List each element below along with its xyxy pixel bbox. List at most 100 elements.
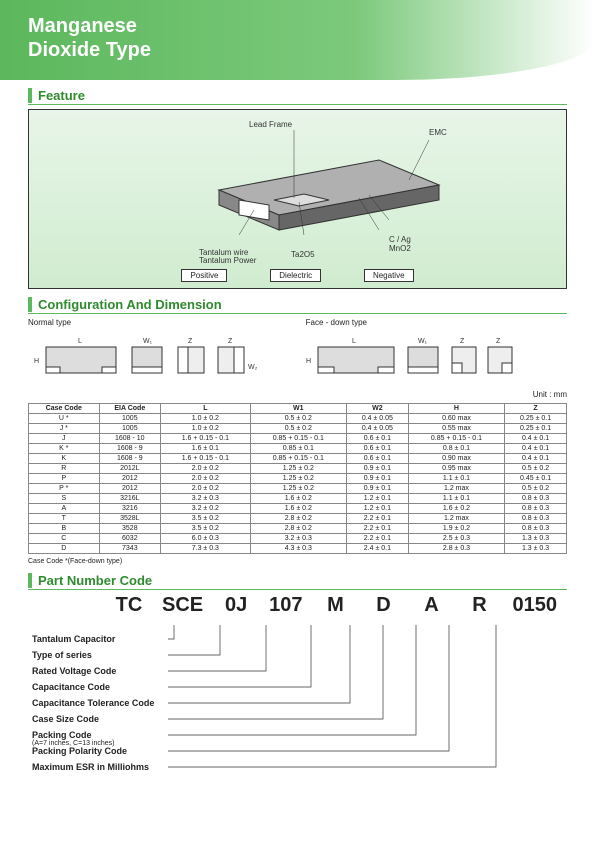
table-header: L: [161, 404, 251, 414]
callout-ta2o5: Ta2O5: [291, 250, 315, 259]
legend-item: Type of series: [28, 650, 92, 660]
table-cell: T: [29, 514, 100, 524]
table-cell: 0.85 + 0.15 - 0.1: [250, 434, 346, 444]
table-header: Z: [505, 404, 567, 414]
table-header-row: Case CodeEIA CodeLW1W2HZ: [29, 404, 567, 414]
table-cell: 0.55 max: [408, 424, 504, 434]
table-cell: 2.8 ± 0.3: [408, 544, 504, 554]
table-cell: 1005: [99, 414, 160, 424]
table-cell: 1.9 ± 0.2: [408, 524, 504, 534]
table-header: EIA Code: [99, 404, 160, 414]
table-cell: 0.6 ± 0.1: [346, 454, 408, 464]
part-code-segment: 0J: [221, 594, 251, 617]
svg-text:Z: Z: [228, 338, 233, 345]
table-cell: 0.9 ± 0.1: [346, 484, 408, 494]
table-cell: 0.5 ± 0.2: [250, 424, 346, 434]
table-cell: 0.25 ± 0.1: [505, 424, 567, 434]
table-cell: 0.85 + 0.15 - 0.1: [250, 454, 346, 464]
table-cell: 1.6 + 0.15 - 0.1: [161, 434, 251, 444]
legend-item: Capacitance Code: [28, 682, 110, 692]
table-cell: 0.8 ± 0.1: [408, 444, 504, 454]
table-cell: 6.0 ± 0.3: [161, 534, 251, 544]
table-cell: 1.2 ± 0.1: [346, 494, 408, 504]
table-cell: 1.2 ± 0.1: [346, 504, 408, 514]
legend-item: Packing Polarity Code: [28, 746, 127, 756]
part-code-segment: A: [417, 594, 447, 617]
table-row: S3216L3.2 ± 0.31.6 ± 0.21.2 ± 0.11.1 ± 0…: [29, 494, 567, 504]
table-cell: 1.3 ± 0.3: [505, 534, 567, 544]
part-code-segment: TC: [114, 594, 144, 617]
table-cell: P: [29, 474, 100, 484]
section-feature-label: Feature: [28, 88, 85, 103]
feature-diagram: Lead Frame EMC Tantalum wire Tantalum Po…: [28, 109, 567, 289]
table-row: B35283.5 ± 0.22.8 ± 0.22.2 ± 0.11.9 ± 0.…: [29, 524, 567, 534]
table-cell: C: [29, 534, 100, 544]
table-cell: 3.2 ± 0.2: [161, 504, 251, 514]
table-cell: 3.2 ± 0.3: [161, 494, 251, 504]
table-cell: 0.25 ± 0.1: [505, 414, 567, 424]
svg-text:H: H: [306, 358, 311, 365]
table-cell: 1608 - 10: [99, 434, 160, 444]
title-line2: Dioxide Type: [28, 39, 151, 61]
svg-text:Z: Z: [460, 338, 465, 345]
table-cell: 0.85 + 0.15 - 0.1: [408, 434, 504, 444]
table-row: P *20122.0 ± 0.21.25 ± 0.20.9 ± 0.11.2 m…: [29, 484, 567, 494]
table-cell: 1.1 ± 0.1: [408, 494, 504, 504]
tag-negative: Negative: [364, 269, 414, 282]
table-cell: 1.6 ± 0.2: [250, 504, 346, 514]
table-cell: 0.5 ± 0.2: [505, 464, 567, 474]
table-cell: 0.45 ± 0.1: [505, 474, 567, 484]
table-cell: 3216L: [99, 494, 160, 504]
table-cell: 1.6 ± 0.2: [408, 504, 504, 514]
svg-text:Z: Z: [188, 338, 193, 345]
svg-text:W₁: W₁: [143, 338, 153, 345]
table-cell: 3216: [99, 504, 160, 514]
table-cell: 0.9 ± 0.1: [346, 464, 408, 474]
section-feature-bar: Feature: [28, 88, 567, 105]
face-label: Face - down type: [306, 318, 367, 327]
table-cell: 0.60 max: [408, 414, 504, 424]
table-cell: 2.2 ± 0.1: [346, 514, 408, 524]
table-cell: 2012L: [99, 464, 160, 474]
table-cell: 1608 - 9: [99, 454, 160, 464]
table-cell: 1.2 max: [408, 514, 504, 524]
legend-item: Capacitance Tolerance Code: [28, 698, 154, 708]
table-cell: P *: [29, 484, 100, 494]
svg-text:W₁: W₁: [418, 338, 428, 345]
dimension-drawings: LH W₁ Z ZW₂ LH W₁ Z Z: [28, 329, 567, 385]
legend-item: Packing Code(A=7 inches, C=13 inches): [28, 730, 115, 747]
part-code-segment: M: [321, 594, 351, 617]
table-cell: 0.8 ± 0.3: [505, 504, 567, 514]
capacitor-svg: [179, 130, 459, 240]
table-header: W1: [250, 404, 346, 414]
table-cell: S: [29, 494, 100, 504]
table-cell: 2.0 ± 0.2: [161, 474, 251, 484]
table-row: J1608 - 101.6 + 0.15 - 0.10.85 + 0.15 - …: [29, 434, 567, 444]
svg-text:H: H: [34, 358, 39, 365]
table-cell: J *: [29, 424, 100, 434]
config-section: Normal type Face - down type LH W₁ Z ZW₂…: [28, 318, 567, 565]
table-cell: D: [29, 544, 100, 554]
tag-positive: Positive: [181, 269, 227, 282]
table-row: A32163.2 ± 0.21.6 ± 0.21.2 ± 0.11.6 ± 0.…: [29, 504, 567, 514]
part-code-segment: R: [465, 594, 495, 617]
table-row: J *10051.0 ± 0.20.5 ± 0.20.4 ± 0.050.55 …: [29, 424, 567, 434]
callout-lead-frame: Lead Frame: [249, 120, 292, 129]
table-cell: 0.8 ± 0.3: [505, 494, 567, 504]
page-header: Manganese Dioxide Type: [0, 0, 595, 80]
table-header: H: [408, 404, 504, 414]
table-cell: 0.4 ± 0.1: [505, 434, 567, 444]
config-type-labels: Normal type Face - down type: [28, 318, 567, 327]
table-cell: 2.0 ± 0.2: [161, 464, 251, 474]
table-row: R2012L2.0 ± 0.21.25 ± 0.20.9 ± 0.10.95 m…: [29, 464, 567, 474]
table-cell: 1.6 ± 0.2: [250, 494, 346, 504]
table-cell: A: [29, 504, 100, 514]
table-cell: 1.0 ± 0.2: [161, 424, 251, 434]
table-row: T3528L3.5 ± 0.22.8 ± 0.22.2 ± 0.11.2 max…: [29, 514, 567, 524]
table-cell: 1.25 ± 0.2: [250, 474, 346, 484]
section-part-label: Part Number Code: [28, 573, 152, 588]
table-cell: 7343: [99, 544, 160, 554]
table-cell: 7.3 ± 0.3: [161, 544, 251, 554]
table-cell: 2.0 ± 0.2: [161, 484, 251, 494]
title-line1: Manganese: [28, 15, 137, 37]
